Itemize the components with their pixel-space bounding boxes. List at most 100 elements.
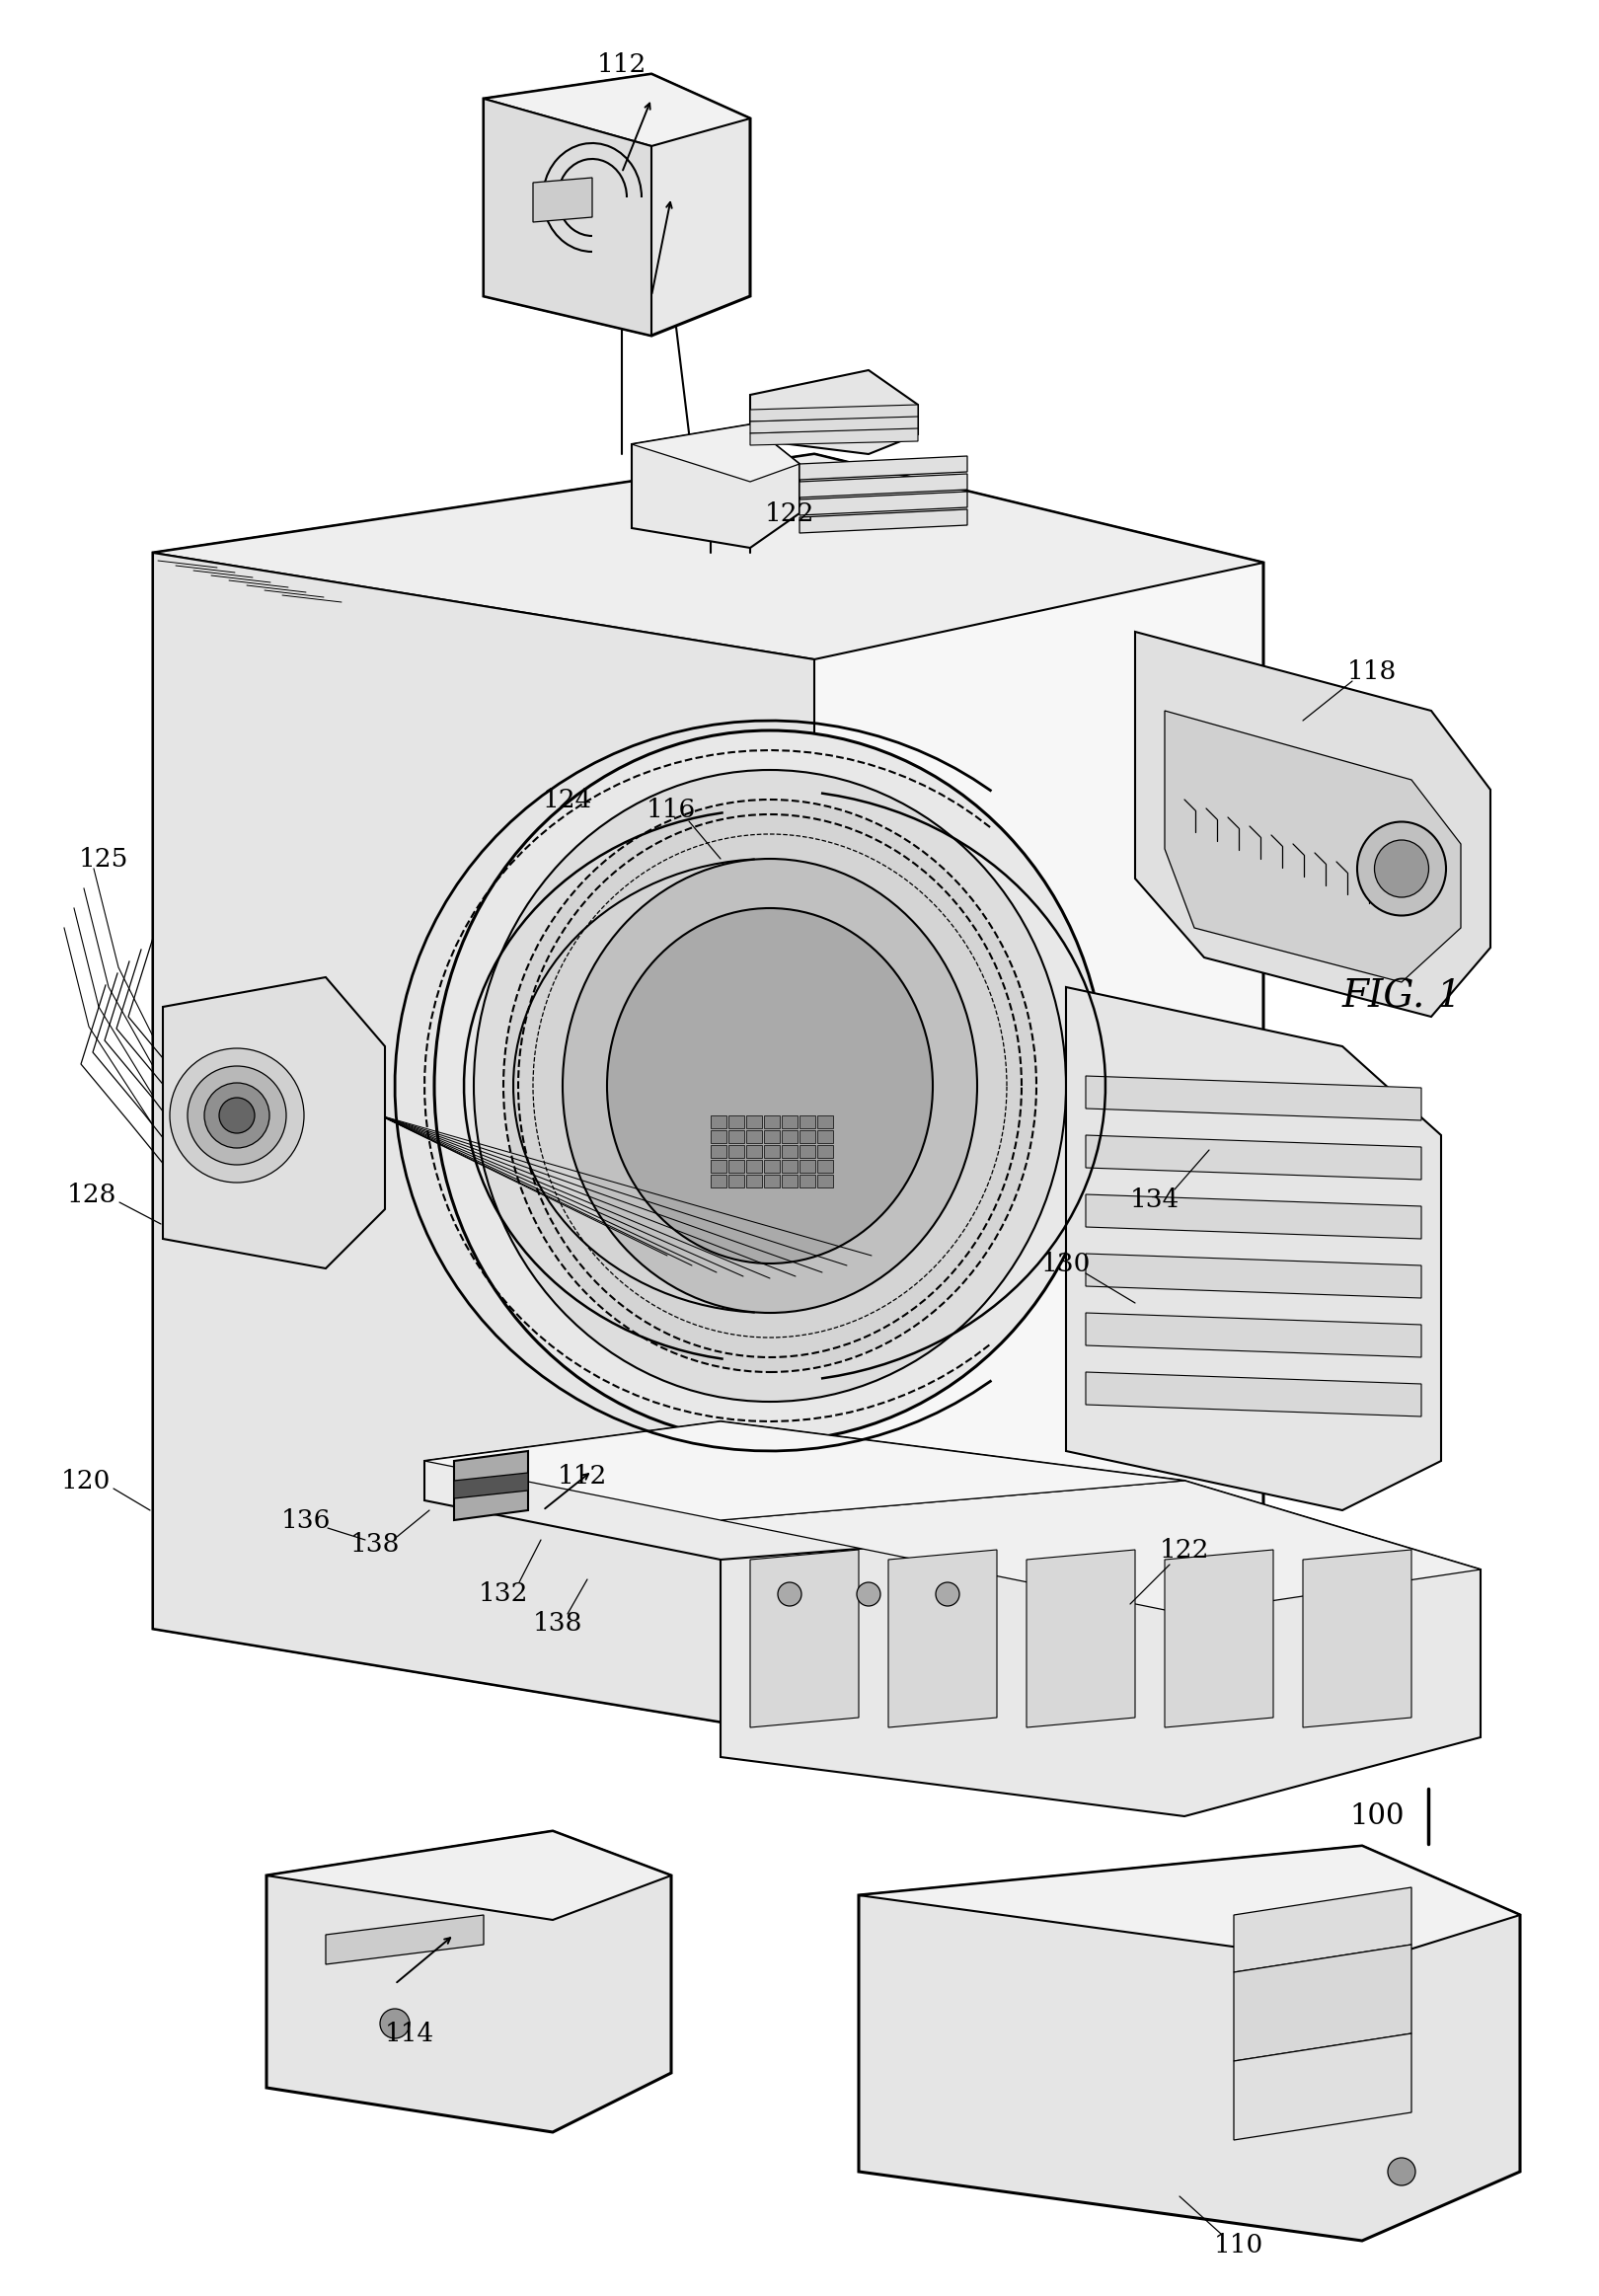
Polygon shape xyxy=(1027,1550,1135,1727)
Polygon shape xyxy=(747,1176,763,1187)
Text: 118: 118 xyxy=(1348,659,1398,684)
Polygon shape xyxy=(729,1146,744,1157)
Polygon shape xyxy=(483,73,750,147)
Polygon shape xyxy=(800,1159,815,1173)
Text: 122: 122 xyxy=(1159,1538,1209,1561)
Polygon shape xyxy=(747,1159,763,1173)
Polygon shape xyxy=(750,416,918,434)
Circle shape xyxy=(381,2009,409,2039)
Polygon shape xyxy=(710,1130,726,1143)
Circle shape xyxy=(169,1049,304,1182)
Polygon shape xyxy=(1303,1550,1412,1727)
Text: 100: 100 xyxy=(1350,1802,1404,1830)
Polygon shape xyxy=(889,1550,996,1727)
Text: 114: 114 xyxy=(385,2020,435,2046)
Polygon shape xyxy=(764,1116,780,1127)
Polygon shape xyxy=(764,1130,780,1143)
Polygon shape xyxy=(1164,1550,1273,1727)
Circle shape xyxy=(1388,2158,1415,2186)
Polygon shape xyxy=(750,429,918,445)
Polygon shape xyxy=(632,425,800,482)
Text: 138: 138 xyxy=(532,1612,582,1637)
Polygon shape xyxy=(1086,1313,1422,1357)
Polygon shape xyxy=(710,1116,726,1127)
Polygon shape xyxy=(1086,1077,1422,1120)
Polygon shape xyxy=(800,1130,815,1143)
Ellipse shape xyxy=(563,859,977,1313)
Polygon shape xyxy=(454,1472,528,1499)
Polygon shape xyxy=(747,1130,763,1143)
Polygon shape xyxy=(782,1159,798,1173)
Polygon shape xyxy=(729,1130,744,1143)
Polygon shape xyxy=(326,1915,483,1965)
Polygon shape xyxy=(729,1159,744,1173)
Text: 125: 125 xyxy=(78,847,128,870)
Ellipse shape xyxy=(608,909,932,1263)
Polygon shape xyxy=(782,1116,798,1127)
Ellipse shape xyxy=(473,769,1067,1401)
Polygon shape xyxy=(764,1176,780,1187)
Text: 132: 132 xyxy=(478,1582,528,1607)
Text: 110: 110 xyxy=(1214,2234,1263,2257)
Polygon shape xyxy=(764,1146,780,1157)
Circle shape xyxy=(205,1084,270,1148)
Circle shape xyxy=(187,1065,286,1164)
Text: 136: 136 xyxy=(281,1508,331,1531)
Polygon shape xyxy=(817,1159,833,1173)
Polygon shape xyxy=(424,1421,1185,1520)
Polygon shape xyxy=(267,1832,672,2133)
Polygon shape xyxy=(163,978,385,1267)
Text: 138: 138 xyxy=(350,1531,400,1557)
Polygon shape xyxy=(800,473,967,498)
Ellipse shape xyxy=(1358,822,1445,916)
Polygon shape xyxy=(1086,1254,1422,1297)
Polygon shape xyxy=(454,1451,528,1520)
Polygon shape xyxy=(859,1846,1521,2241)
Polygon shape xyxy=(154,455,1263,659)
Polygon shape xyxy=(750,370,918,455)
Polygon shape xyxy=(1234,1945,1412,2062)
Polygon shape xyxy=(782,1130,798,1143)
Text: 134: 134 xyxy=(1130,1187,1180,1212)
Ellipse shape xyxy=(504,799,1036,1373)
Polygon shape xyxy=(747,1146,763,1157)
Polygon shape xyxy=(1164,712,1461,983)
Polygon shape xyxy=(800,1146,815,1157)
Polygon shape xyxy=(483,99,651,335)
Ellipse shape xyxy=(1375,840,1430,898)
Polygon shape xyxy=(483,73,750,335)
Polygon shape xyxy=(154,553,814,1738)
Polygon shape xyxy=(729,1116,744,1127)
Text: 112: 112 xyxy=(596,53,646,76)
Circle shape xyxy=(857,1582,881,1605)
Polygon shape xyxy=(800,491,967,514)
Polygon shape xyxy=(750,404,918,422)
Polygon shape xyxy=(747,1116,763,1127)
Polygon shape xyxy=(859,1846,1521,1965)
Text: FIG. 1: FIG. 1 xyxy=(1343,978,1463,1015)
Polygon shape xyxy=(710,1146,726,1157)
Polygon shape xyxy=(764,1159,780,1173)
Polygon shape xyxy=(782,1176,798,1187)
Polygon shape xyxy=(782,1146,798,1157)
Ellipse shape xyxy=(435,730,1105,1442)
Polygon shape xyxy=(532,177,592,223)
Polygon shape xyxy=(1086,1134,1422,1180)
Polygon shape xyxy=(721,1481,1481,1816)
Polygon shape xyxy=(710,1159,726,1173)
Polygon shape xyxy=(800,1116,815,1127)
Polygon shape xyxy=(267,1832,672,1919)
Polygon shape xyxy=(817,1176,833,1187)
Circle shape xyxy=(935,1582,959,1605)
Polygon shape xyxy=(817,1116,833,1127)
Polygon shape xyxy=(1067,987,1441,1511)
Text: 116: 116 xyxy=(646,797,696,822)
Circle shape xyxy=(777,1582,801,1605)
Polygon shape xyxy=(1234,2034,1412,2140)
Polygon shape xyxy=(1086,1373,1422,1417)
Text: 112: 112 xyxy=(558,1463,608,1488)
Polygon shape xyxy=(1135,631,1490,1017)
Polygon shape xyxy=(800,1176,815,1187)
Polygon shape xyxy=(1086,1194,1422,1240)
Polygon shape xyxy=(1234,1887,1412,1972)
